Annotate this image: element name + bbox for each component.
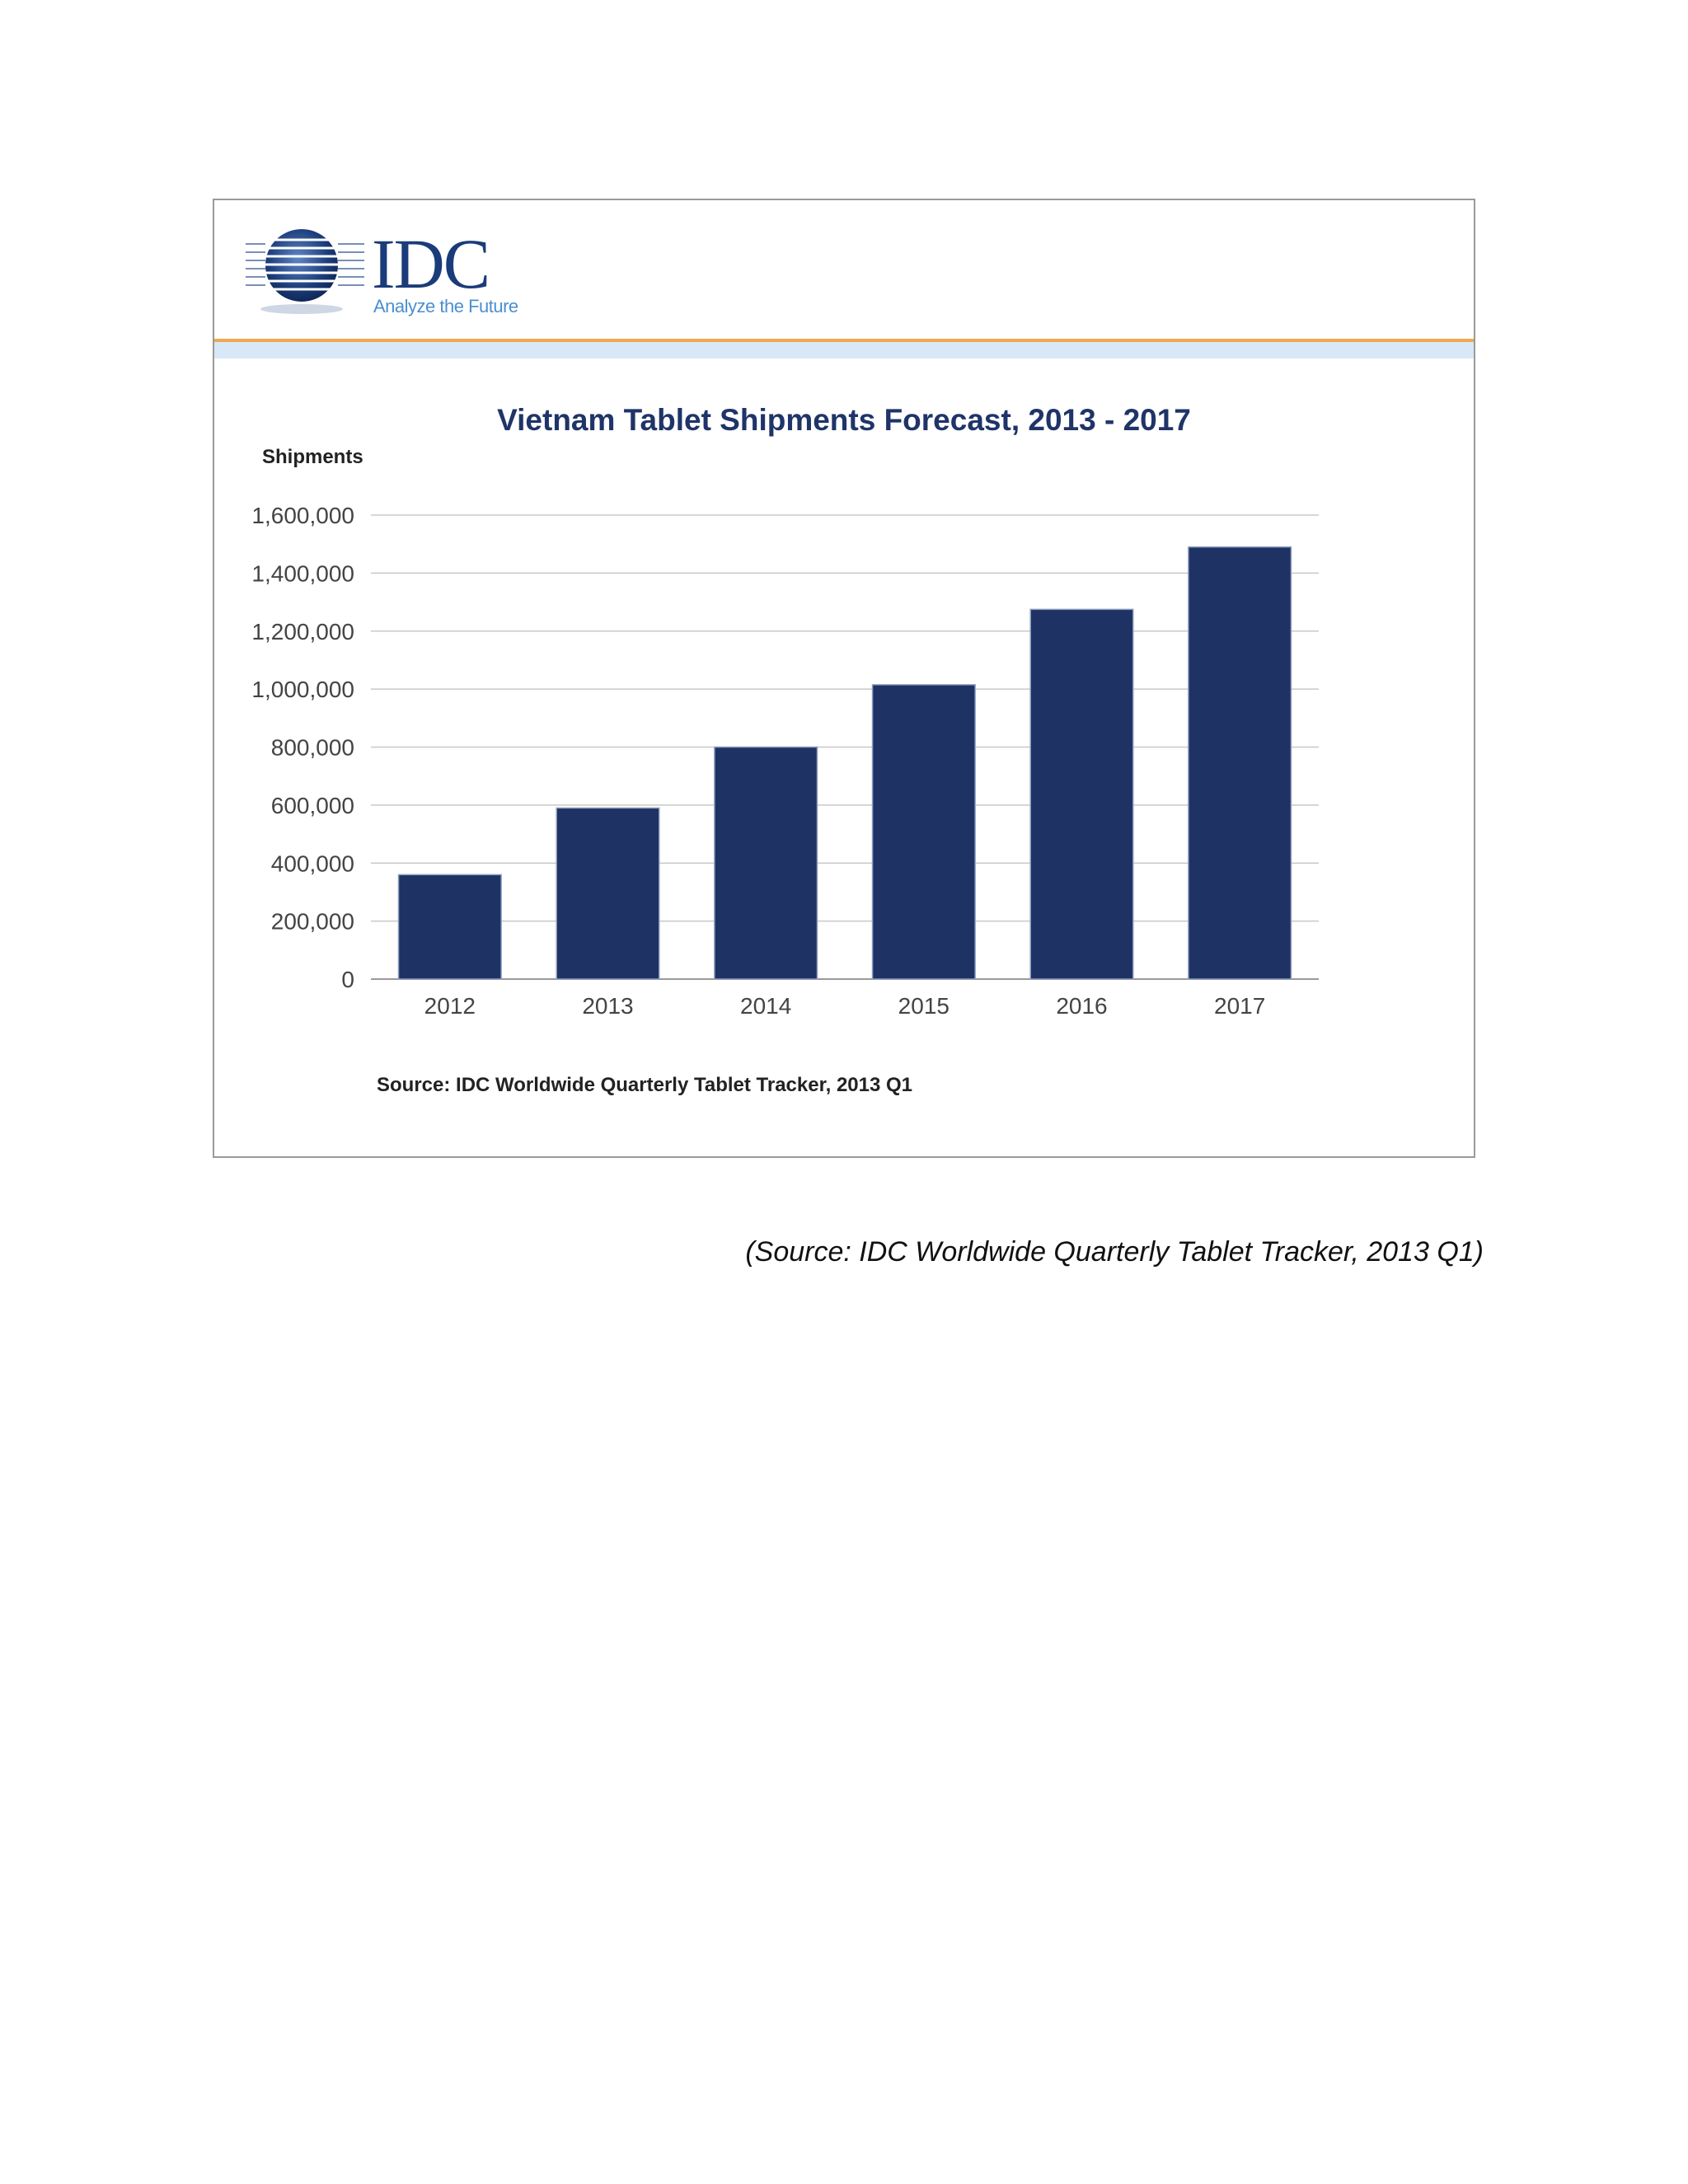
header-band (214, 342, 1474, 359)
x-tick-label: 2014 (740, 993, 791, 1019)
y-tick-label: 800,000 (271, 735, 354, 761)
y-tick-label: 200,000 (271, 909, 354, 935)
bar-chart: 0 200,000 400,000 600,000 800,000 1,000,000 1,… (251, 505, 1319, 1019)
x-tick-label: 2015 (898, 993, 950, 1019)
chart-source-note: Source: IDC Worldwide Quarterly Tablet T… (377, 1074, 913, 1096)
header: IDC Analyze the Future (214, 200, 1474, 359)
logo-wordmark: IDC (372, 224, 490, 303)
idc-globe-icon (244, 229, 368, 314)
y-tick-label: 0 (341, 967, 354, 992)
x-tick-label: 2016 (1056, 993, 1107, 1019)
x-tick-label: 2017 (1214, 993, 1265, 1019)
chart-title: Vietnam Tablet Shipments Forecast, 2013 … (497, 403, 1191, 437)
y-tick-label: 1,200,000 (251, 619, 354, 644)
y-tick-label: 600,000 (271, 793, 354, 818)
y-tick-label: 1,400,000 (251, 560, 354, 586)
y-axis-label: Shipments (262, 446, 363, 468)
idc-logo: IDC Analyze the Future (244, 228, 524, 319)
bar-2014 (714, 746, 818, 980)
bar-2015 (871, 684, 976, 980)
x-tick-label: 2013 (582, 993, 633, 1019)
chart-frame: IDC Analyze the Future Vietnam Tablet Sh… (213, 199, 1475, 1158)
bar-2016 (1029, 608, 1134, 980)
y-tick-label: 1,600,000 (251, 505, 354, 528)
logo-tagline: Analyze the Future (373, 296, 518, 316)
x-tick-label: 2012 (424, 993, 476, 1019)
bar-2013 (556, 807, 660, 980)
y-tick-label: 400,000 (271, 851, 354, 876)
bar-2017 (1188, 546, 1292, 980)
bar-2012 (397, 874, 502, 980)
y-tick-label: 1,000,000 (251, 677, 354, 702)
figure-caption: (Source: IDC Worldwide Quarterly Tablet … (745, 1236, 1484, 1268)
header-divider (214, 339, 1474, 342)
